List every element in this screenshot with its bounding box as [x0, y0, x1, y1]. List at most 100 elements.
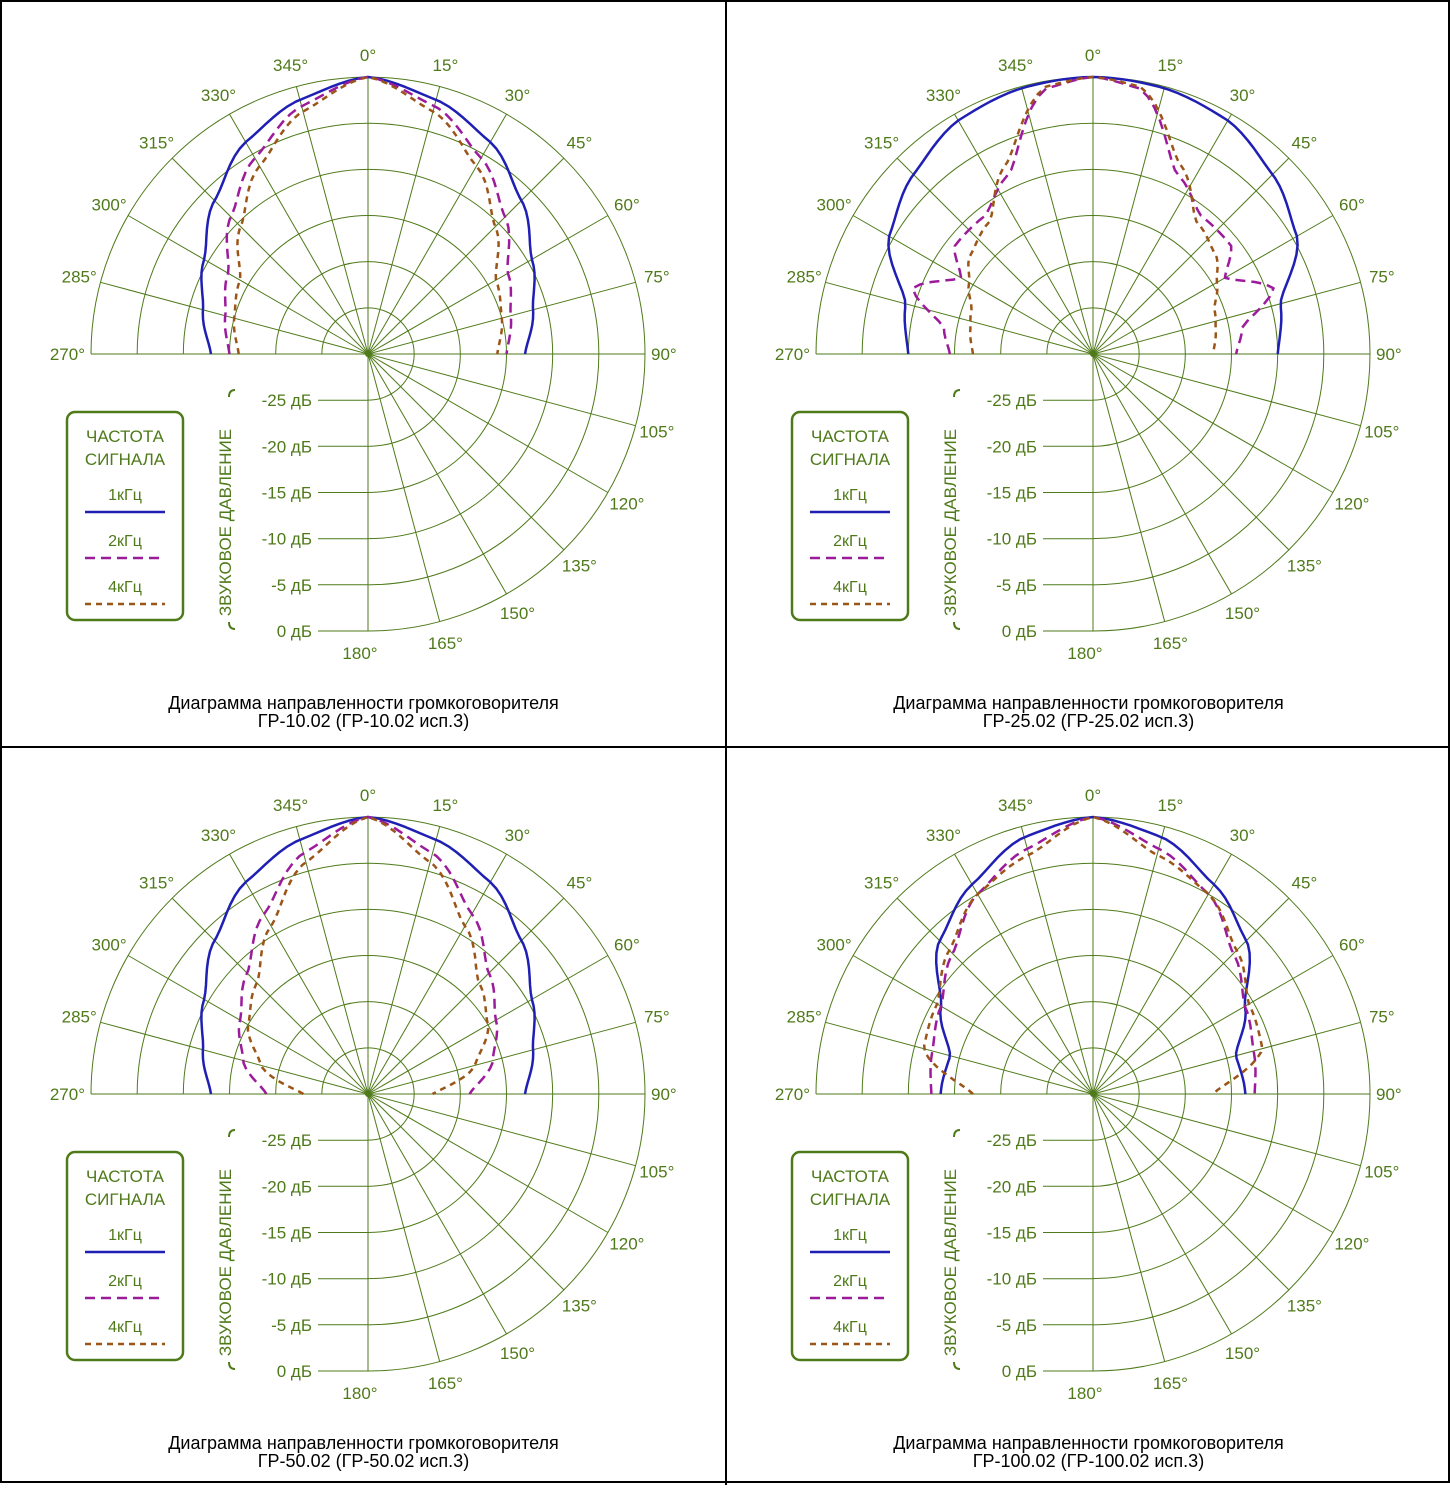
radial-axis-title: ЗВУКОВОЕ ДАВЛЕНИЕ [941, 1169, 960, 1356]
panel-gr-10: 0° 15° 30° 45° 60° 75° 90° 105° 120° 135° 150° 165°… [2, 2, 725, 744]
grid-spoke [367, 215, 609, 355]
angle-tick-label: 165° [428, 1374, 463, 1393]
legend-title: СИГНАЛА [85, 1190, 166, 1209]
radial-axis: 0 дБ -5 дБ -10 дБ -15 дБ -20 дБ -25 дБ [262, 354, 369, 641]
caption-line-1: Диаграмма направленности громкоговорител… [893, 1433, 1284, 1453]
polar-grid [90, 76, 646, 632]
grid-spoke [367, 157, 565, 355]
radial-tick-label: -5 дБ [271, 576, 312, 595]
legend-entry-label: 2кГц [833, 533, 867, 550]
angle-tick-label: 30° [1230, 826, 1256, 845]
radial-tick-label: -20 дБ [987, 1177, 1037, 1196]
grid-spoke [1092, 1093, 1361, 1167]
angle-tick-label: 300° [92, 936, 127, 955]
axis-bracket-bottom [228, 1361, 236, 1370]
legend-box [65, 1150, 185, 1362]
grid-spoke [367, 113, 507, 355]
grid-spoke [954, 853, 1094, 1095]
grid-spoke [127, 955, 369, 1095]
grid-spoke [367, 1093, 441, 1362]
angle-tick-label: 315° [139, 874, 174, 893]
grid-spoke [367, 955, 609, 1095]
grid-spoke [367, 353, 565, 551]
angle-tick-label: 345° [998, 796, 1033, 815]
grid-spoke [295, 826, 369, 1095]
horizontal-divider [2, 746, 1450, 748]
grid-spoke [896, 157, 1094, 355]
grid-spoke [367, 1093, 507, 1335]
radial-tick-label: -20 дБ [987, 437, 1037, 456]
grid-spoke [1092, 353, 1166, 622]
legend-entry-label: 2кГц [833, 1273, 867, 1290]
radial-tick-label: -5 дБ [996, 1316, 1037, 1335]
radial-tick-label: -25 дБ [987, 391, 1037, 410]
angle-tick-label: 315° [139, 134, 174, 153]
legend-title: ЧАСТОТА [811, 1167, 890, 1186]
grid-spoke [825, 1021, 1094, 1095]
radial-tick-label: -15 дБ [987, 484, 1037, 503]
angle-tick-label: 75° [1369, 268, 1395, 287]
angle-tick-label: 105° [1364, 422, 1399, 441]
angle-tick-label: 90° [651, 345, 677, 364]
vertical-divider [725, 2, 727, 1485]
grid-spoke [1020, 826, 1094, 1095]
angle-tick-label: 15° [1158, 56, 1184, 75]
series-curve [967, 75, 1219, 355]
radial-axis-title: ЗВУКОВОЕ ДАВЛЕНИЕ [216, 1169, 235, 1356]
radial-tick-label: 0 дБ [1002, 1362, 1037, 1381]
angle-tick-label: 180° [1067, 644, 1102, 663]
legend-entry-label: 2кГц [108, 533, 142, 550]
series-curve [223, 75, 513, 355]
legend: ЧАСТОТА СИГНАЛА 1кГц 2кГц 4кГц [65, 1150, 185, 1362]
radial-tick-label: -15 дБ [987, 1224, 1037, 1243]
grid-spoke [367, 826, 441, 1095]
angle-tick-label: 105° [1364, 1162, 1399, 1181]
grid-spoke [367, 353, 507, 595]
grid-spoke [295, 86, 369, 355]
angle-tick-label: 345° [998, 56, 1033, 75]
grid-spoke [127, 215, 369, 355]
angle-tick-label: 285° [62, 268, 97, 287]
grid-spoke [1092, 113, 1232, 355]
angle-tick-label: 0° [1085, 786, 1101, 805]
angle-tick-label: 135° [562, 556, 597, 575]
angle-tick-label: 150° [500, 1344, 535, 1363]
grid-spoke [367, 353, 609, 493]
polar-chart: 0° 15° 30° 45° 60° 75° 90° 105° 120° 135° 150° 165°… [50, 786, 677, 1403]
legend: ЧАСТОТА СИГНАЛА 1кГц 2кГц 4кГц [790, 1150, 910, 1362]
radial-tick-label: -20 дБ [262, 437, 312, 456]
angle-tick-label: 180° [342, 1384, 377, 1403]
angle-tick-label: 315° [864, 134, 899, 153]
grid-spoke [1092, 1093, 1334, 1233]
axis-bracket-bottom [228, 621, 236, 630]
radial-tick-label: -10 дБ [262, 530, 312, 549]
radial-tick-label: 0 дБ [1002, 622, 1037, 641]
legend-entry-label: 1кГц [833, 487, 867, 504]
legend-entry-label: 1кГц [108, 487, 142, 504]
angle-tick-label: 45° [1292, 874, 1318, 893]
angle-tick-label: 315° [864, 874, 899, 893]
axis-bracket-top [953, 389, 961, 398]
angle-tick-label: 180° [1067, 1384, 1102, 1403]
angle-tick-label: 165° [428, 634, 463, 653]
legend-title: СИГНАЛА [810, 1190, 891, 1209]
radial-tick-label: -5 дБ [996, 576, 1037, 595]
grid-spoke [1092, 353, 1232, 595]
radial-axis: 0 дБ -5 дБ -10 дБ -15 дБ -20 дБ -25 дБ [987, 1094, 1094, 1381]
caption-line-2: ГР-100.02 (ГР-100.02 исп.3) [972, 1451, 1205, 1471]
grid-spoke [367, 353, 636, 427]
angle-tick-label: 150° [500, 604, 535, 623]
grid-spoke [229, 113, 369, 355]
angle-tick-label: 330° [926, 826, 961, 845]
legend-title: СИГНАЛА [810, 450, 891, 469]
legend-box [790, 1150, 910, 1362]
angle-tick-label: 75° [644, 268, 670, 287]
angle-tick-label: 90° [651, 1085, 677, 1104]
grid-spoke [1092, 281, 1361, 355]
angle-tick-label: 285° [62, 1008, 97, 1027]
grid-spoke [367, 853, 507, 1095]
grid-spoke [367, 86, 441, 355]
radial-tick-label: -10 дБ [987, 1270, 1037, 1289]
angle-tick-label: 120° [1334, 1235, 1369, 1254]
angle-tick-label: 15° [433, 796, 459, 815]
